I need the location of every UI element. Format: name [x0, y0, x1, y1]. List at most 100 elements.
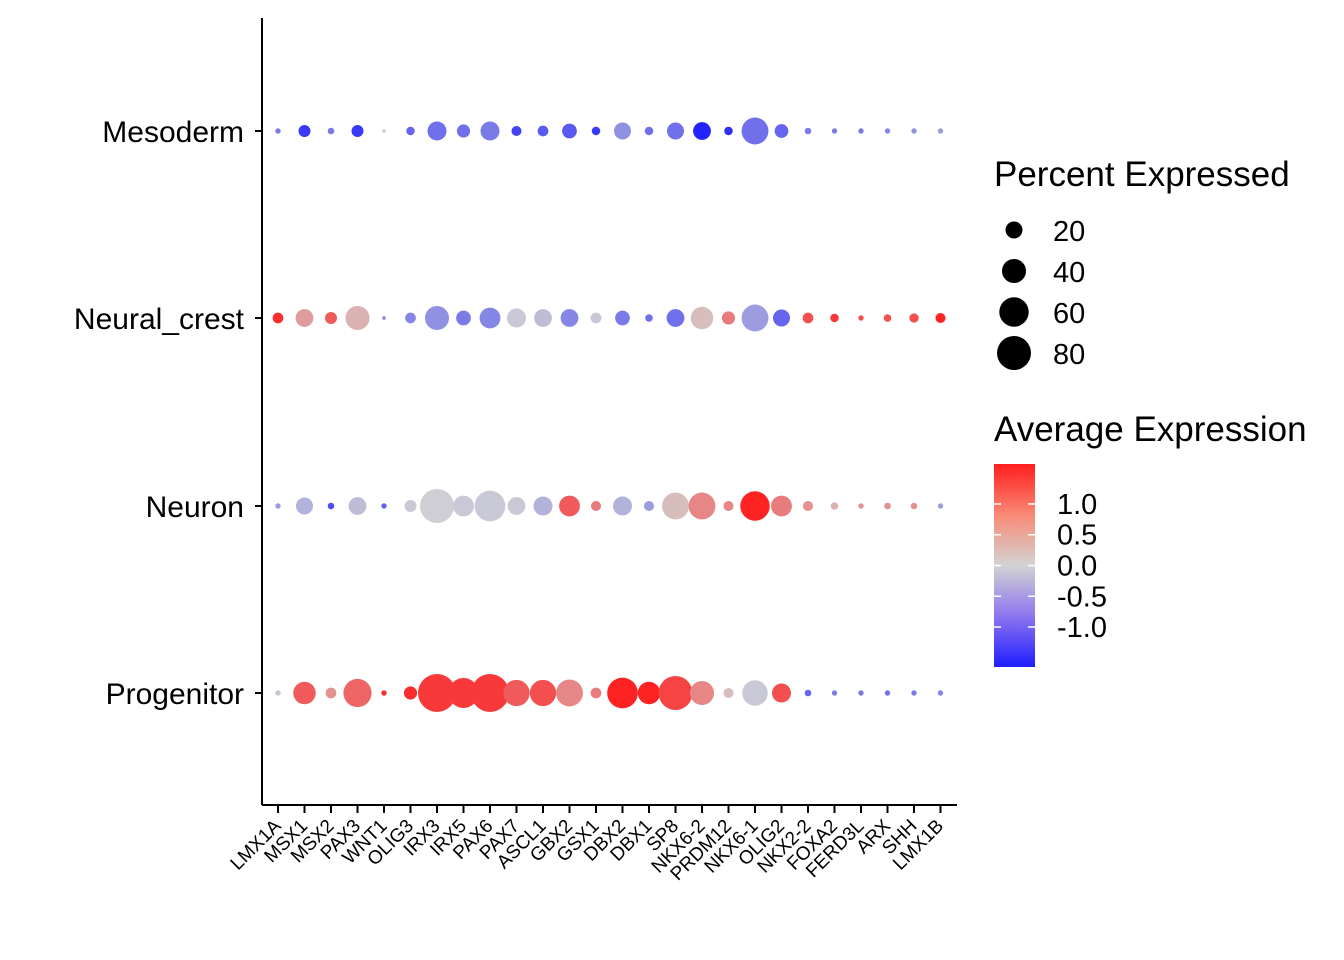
group-label: Neural_crest — [74, 303, 245, 336]
dot — [723, 500, 734, 512]
dot — [774, 124, 789, 138]
color-legend-label: 0.5 — [1057, 520, 1097, 552]
dot — [740, 491, 770, 521]
dot — [937, 503, 944, 509]
dot — [607, 677, 638, 709]
dot — [420, 489, 454, 523]
dot — [937, 690, 944, 696]
dot — [537, 125, 549, 137]
dot — [275, 690, 281, 696]
dot — [325, 687, 337, 699]
size-legend-key — [997, 336, 1031, 370]
size-legend-label: 60 — [1053, 298, 1085, 330]
group-label: Mesoderm — [102, 116, 244, 149]
group-label: Progenitor — [106, 678, 244, 711]
size-legend-label: 40 — [1053, 257, 1085, 289]
group-labels: Mesoderm Neural_crest Neuron Progenitor — [74, 116, 245, 711]
dot — [456, 124, 471, 138]
dot — [324, 311, 338, 325]
dot — [858, 128, 864, 134]
dot — [298, 124, 311, 138]
dot — [637, 681, 661, 705]
dot — [883, 314, 892, 322]
dot — [937, 128, 944, 134]
dot — [343, 678, 372, 708]
dot — [667, 122, 684, 140]
dot — [831, 128, 838, 134]
dot — [615, 310, 630, 326]
dot — [381, 690, 387, 696]
dot — [690, 306, 714, 330]
dot — [910, 502, 918, 510]
dot — [405, 312, 416, 324]
dot — [858, 503, 864, 509]
dot — [724, 126, 733, 136]
dot — [559, 495, 580, 517]
dot — [802, 312, 814, 324]
size-legend-label: 80 — [1053, 339, 1085, 371]
color-legend-title: Average Expression — [994, 410, 1307, 449]
dot — [830, 502, 839, 510]
dot — [480, 121, 500, 141]
color-legend-label: -0.5 — [1057, 581, 1107, 613]
dot — [666, 309, 685, 327]
dots-layer — [272, 117, 946, 712]
dot — [296, 497, 313, 515]
dot — [453, 495, 474, 517]
size-legend-key — [1001, 258, 1027, 284]
dot — [741, 117, 769, 145]
color-legend-label: -1.0 — [1057, 612, 1107, 644]
dot — [645, 314, 653, 322]
dot — [351, 124, 364, 138]
dot — [830, 313, 839, 323]
dot — [272, 312, 284, 324]
group-label: Neuron — [146, 491, 244, 524]
gene-labels: LMX1AMSX1MSX2PAX3WNT1OLIG3IRX3IRX5PAX6PA… — [227, 815, 948, 885]
dot — [911, 128, 917, 134]
dot — [590, 500, 602, 512]
dot — [327, 502, 335, 510]
dot — [773, 309, 790, 327]
dot — [689, 680, 715, 706]
axes — [255, 18, 957, 813]
dot — [427, 121, 447, 141]
dot — [424, 305, 450, 331]
dot — [804, 127, 812, 135]
dot — [418, 674, 456, 712]
dot — [741, 304, 769, 332]
dot — [590, 687, 602, 699]
dot — [556, 679, 583, 707]
dot — [591, 126, 601, 136]
dot — [562, 123, 577, 139]
dot — [884, 128, 891, 134]
dot — [479, 307, 501, 329]
dot — [884, 690, 891, 696]
dot — [804, 689, 812, 697]
dot — [381, 503, 387, 509]
dot — [858, 315, 864, 321]
color-legend-label: 1.0 — [1057, 489, 1097, 521]
dot — [295, 309, 314, 327]
dot — [448, 678, 479, 708]
dot — [474, 490, 506, 522]
dot — [644, 126, 654, 136]
dot — [529, 679, 557, 707]
dot — [742, 680, 768, 706]
dot — [507, 497, 526, 515]
dot — [693, 122, 711, 140]
dot — [327, 127, 335, 135]
dot — [275, 503, 281, 509]
dot — [560, 309, 579, 327]
dot — [382, 316, 386, 320]
color-legend: Average Expression 1.00.50.0-0.5-1.0 — [994, 410, 1307, 667]
dot — [533, 496, 553, 516]
dot — [772, 683, 791, 703]
dot — [884, 502, 891, 510]
dot — [534, 309, 552, 327]
dot — [614, 122, 631, 140]
size-legend-key — [1005, 221, 1023, 239]
dot — [406, 126, 415, 136]
size-legend-key — [999, 297, 1029, 327]
dot — [688, 492, 716, 520]
dot — [831, 690, 838, 696]
